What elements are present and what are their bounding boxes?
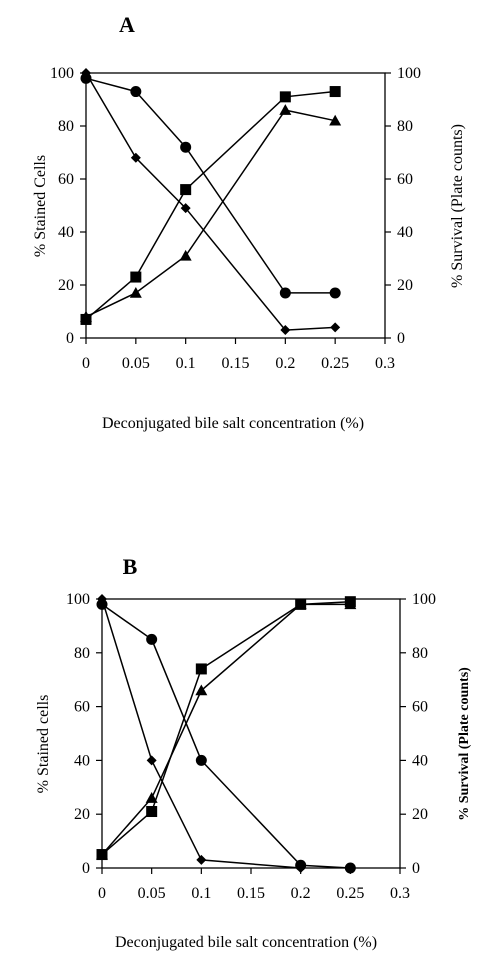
y-tick-label-left-a: 0 bbox=[66, 330, 74, 347]
x-tick-label-b: 0.1 bbox=[191, 885, 211, 902]
y-tick-label-right-a: 100 bbox=[397, 65, 421, 82]
data-point-diamond-a bbox=[180, 203, 191, 214]
data-point-triangle-b bbox=[195, 684, 208, 696]
y-tick-label-left-a: 60 bbox=[58, 171, 74, 188]
x-tick-label-a: 0.1 bbox=[176, 355, 196, 372]
x-tick-label-a: 0 bbox=[82, 355, 90, 372]
y-tick-label-right-a: 0 bbox=[397, 330, 405, 347]
x-axis-title-b: Deconjugated bile salt concentration (%) bbox=[115, 934, 377, 951]
y-tick-label-left-b: 80 bbox=[74, 645, 90, 662]
chart-a-svg: A 0 0.05 0.1 0.15 0.2 0.25 0.30204060801000204… bbox=[32, 12, 466, 432]
panel-label-a: A bbox=[119, 12, 135, 37]
y-tick-label-left-b: 20 bbox=[74, 806, 90, 823]
y-tick-label-right-b: 0 bbox=[412, 860, 420, 877]
y-tick-label-right-a: 40 bbox=[397, 224, 413, 241]
chart-panel-b: B 0 0.05 0.1 0.15 0.2 0.25 0.3 0 20 40 60 80 100 0 20 4… bbox=[0, 479, 479, 958]
y-tick-label-left-a: 40 bbox=[58, 224, 74, 241]
x-tick-label-b: 0.3 bbox=[390, 885, 410, 902]
data-point-triangle-a bbox=[80, 310, 92, 322]
data-point-circle-b bbox=[146, 633, 158, 645]
y-tick-label-right-b: 60 bbox=[412, 699, 428, 716]
x-tick-label-a: 0.2 bbox=[275, 355, 295, 372]
data-point-circle-a bbox=[130, 86, 142, 98]
y-tick-label-left-a: 20 bbox=[58, 277, 74, 294]
data-point-diamond-a bbox=[130, 152, 141, 163]
x-tick-label-b: 0.2 bbox=[291, 885, 311, 902]
data-point-triangle-a bbox=[329, 114, 342, 126]
data-point-circle-b bbox=[96, 598, 108, 610]
y-tick-label-right-b: 20 bbox=[412, 806, 428, 823]
data-point-circle-a bbox=[329, 287, 341, 299]
data-point-triangle-b bbox=[344, 598, 357, 610]
y-axis-title-left-a: % Stained Cells bbox=[32, 155, 49, 257]
data-point-triangle-b bbox=[145, 792, 158, 803]
plot-frame-a bbox=[85, 72, 386, 339]
data-point-circle-b bbox=[195, 754, 207, 766]
x-tick-label-b: 0.15 bbox=[237, 885, 265, 902]
data-point-square-b bbox=[146, 806, 158, 818]
x-tick-label-b: 0.05 bbox=[138, 885, 166, 902]
data-point-circle-b bbox=[295, 859, 307, 871]
y-tick-label-left-b: 100 bbox=[66, 591, 90, 608]
x-tick-label-b: 0 bbox=[98, 885, 106, 902]
chart-b-svg: B 0 0.05 0.1 0.15 0.2 0.25 0.30204060801000204… bbox=[35, 554, 472, 951]
y-tick-label-left-b: 0 bbox=[82, 860, 90, 877]
x-tick-label-a: 0.3 bbox=[375, 355, 395, 372]
series-line-circle-a bbox=[85, 77, 336, 294]
data-point-diamond-a bbox=[280, 325, 291, 336]
x-tick-label-a: 0.15 bbox=[222, 355, 250, 372]
data-point-square-a bbox=[180, 184, 192, 196]
y-tick-label-right-a: 60 bbox=[397, 171, 413, 188]
chart-panel-a: A 0 0.05 0.1 0.15 0.2 0.25 0.3 0 20 40 60 80 100 0 20 4… bbox=[32, 12, 466, 432]
data-point-square-a bbox=[279, 91, 291, 103]
y-axis-title-left-b: % Stained cells bbox=[35, 695, 52, 794]
y-tick-label-left-b: 40 bbox=[74, 752, 90, 769]
y-tick-label-left-a: 80 bbox=[58, 118, 74, 135]
data-point-square-a bbox=[329, 86, 341, 98]
x-tick-label-a: 0.05 bbox=[122, 355, 150, 372]
y-axis-title-right-b: % Survival (Plate counts) bbox=[457, 667, 472, 821]
x-tick-label-a: 0.25 bbox=[321, 355, 349, 372]
data-point-diamond-b bbox=[146, 755, 157, 766]
series-line-square-a bbox=[85, 90, 336, 320]
data-point-circle-a bbox=[180, 141, 192, 153]
y-tick-label-right-a: 80 bbox=[397, 118, 413, 135]
series-line-triangle-b bbox=[101, 603, 351, 856]
x-tick-label-b: 0.25 bbox=[336, 885, 364, 902]
data-point-triangle-b bbox=[294, 598, 307, 610]
series-line-triangle-a bbox=[85, 109, 336, 318]
data-point-circle-b bbox=[344, 862, 356, 874]
data-point-circle-a bbox=[279, 287, 291, 299]
data-point-triangle-b bbox=[96, 848, 108, 860]
y-axis-title-right-a: % Survival (Plate counts) bbox=[449, 124, 466, 288]
data-point-diamond-a bbox=[330, 322, 341, 333]
data-point-triangle-a bbox=[279, 104, 292, 115]
y-tick-label-left-b: 60 bbox=[74, 699, 90, 716]
y-tick-label-right-b: 80 bbox=[412, 645, 428, 662]
x-axis-title-a: Deconjugated bile salt concentration (%) bbox=[102, 415, 364, 432]
panel-label-b: B bbox=[123, 554, 138, 579]
y-tick-label-right-b: 100 bbox=[412, 591, 436, 608]
data-point-diamond-b bbox=[196, 854, 207, 865]
series-line-diamond-b bbox=[101, 598, 301, 869]
series-line-circle-b bbox=[101, 603, 351, 869]
series-line-diamond-a bbox=[85, 72, 336, 331]
data-point-square-b bbox=[195, 663, 207, 675]
series-line-square-b bbox=[101, 600, 351, 856]
y-tick-label-left-a: 100 bbox=[50, 65, 74, 82]
data-point-circle-a bbox=[80, 72, 92, 84]
y-tick-label-right-a: 20 bbox=[397, 277, 413, 294]
data-point-triangle-a bbox=[129, 286, 142, 298]
data-point-triangle-a bbox=[179, 249, 192, 261]
y-tick-label-right-b: 40 bbox=[412, 752, 428, 769]
data-point-square-a bbox=[130, 271, 142, 283]
